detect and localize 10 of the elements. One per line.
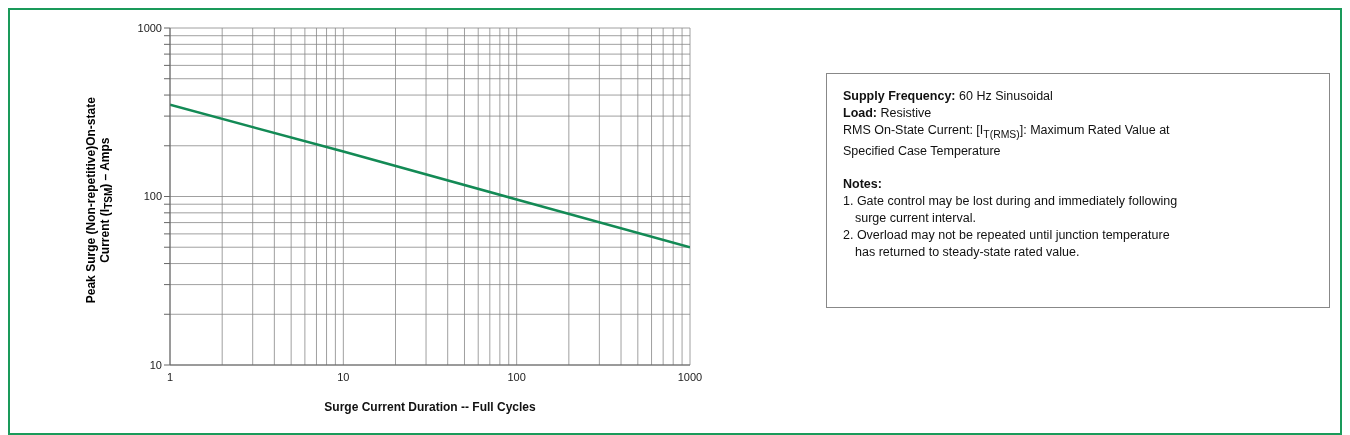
- x-axis-title: Surge Current Duration -- Full Cycles: [324, 400, 537, 414]
- y-tick-label: 100: [143, 190, 162, 203]
- y-tick-label: 10: [149, 358, 162, 371]
- x-tick-label: 10: [337, 370, 350, 383]
- y-tick-label: 1000: [137, 21, 162, 34]
- x-tick-label: 1: [166, 370, 174, 383]
- x-tick-label: 1000: [677, 370, 703, 383]
- x-tick-label: 100: [507, 370, 526, 383]
- line-series: [170, 103, 690, 249]
- notes-box: Supply Frequency: 60 Hz Sinusoidal Load: Resistive RMS On-State Current: [I$_{T(RMS)}$]: Maximum Rated Value at Specified Case Temperature Notes: 1. Gate control may be lost during and immediately following surge current interval. 2. Overload may not be repeated until junction temperature has returned to steady-state rated value.: [826, 73, 1330, 308]
